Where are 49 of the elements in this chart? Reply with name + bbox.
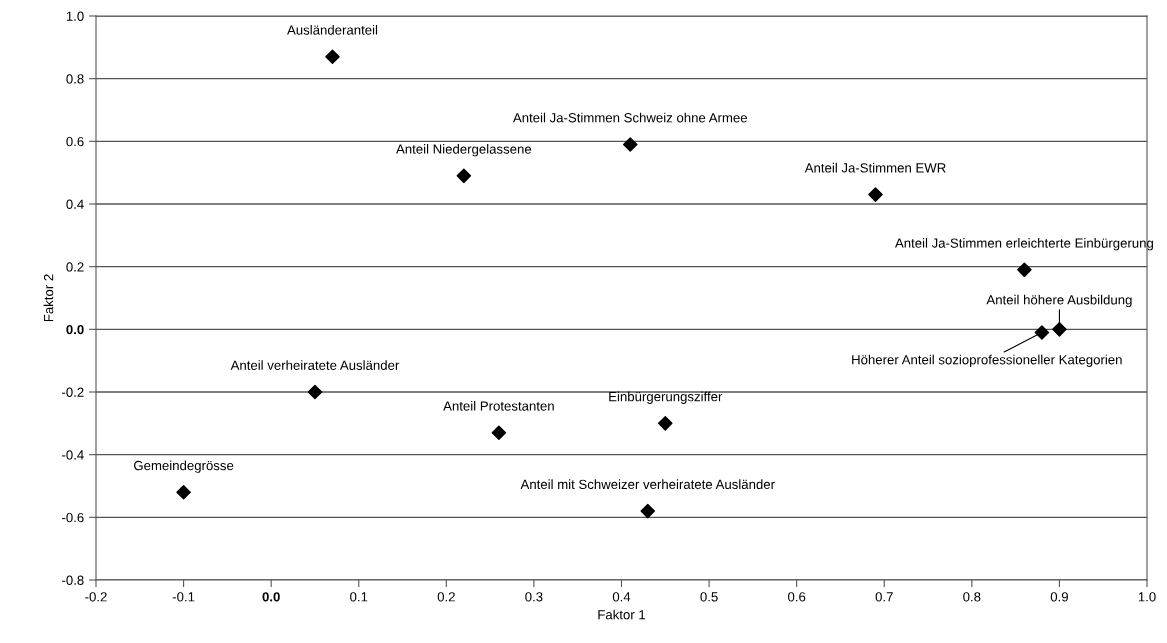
y-tick-label: -0.8: [62, 575, 84, 585]
y-tick-label: -0.4: [62, 450, 84, 460]
x-axis-title: Faktor 1: [598, 609, 646, 620]
x-tick-label: 0.6: [788, 592, 806, 602]
x-tick-label: 0.0: [262, 592, 280, 602]
y-tick-label: 0.6: [66, 136, 84, 147]
x-tick-label: 0.2: [437, 592, 455, 602]
annotation: Anteil Ja-Stimmen Schweiz ohne Armee: [512, 112, 748, 123]
y-tick-label: 1.0: [66, 11, 84, 21]
point: [1052, 322, 1067, 337]
point: [307, 384, 323, 400]
y-tick-label: 0.4: [66, 199, 84, 209]
x-tick-label: 0.5: [700, 592, 718, 602]
annotation: Anteil verheiratete Ausländer: [230, 360, 400, 370]
point: [658, 416, 673, 431]
point: [1017, 262, 1032, 278]
annotation: Anteil mit Schweizer verheiratete Ausländer: [520, 479, 775, 490]
y-tick-label: -0.2: [62, 387, 84, 397]
y-tick-label: -0.6: [62, 512, 84, 523]
annotation: Anteil Niedergelassene: [396, 144, 532, 157]
x-tick-label: 0.7: [875, 592, 893, 602]
point: [325, 49, 340, 65]
annotation: Anteil Ja-Stimmen erleichterte Einbürgerung: [894, 238, 1153, 251]
annotation: Höherer Anteil sozioprofessioneller Kategorien: [852, 354, 1122, 367]
y-tick-label: 0.8: [66, 74, 84, 84]
x-tick-label: 0.1: [350, 592, 368, 602]
annotation: Anteil Protestanten: [443, 400, 554, 411]
x-tick-label: 0.9: [1050, 592, 1068, 602]
point: [456, 168, 472, 184]
y-tick-label: 0.0: [66, 324, 84, 335]
point: [622, 137, 638, 152]
x-tick-label: 0.3: [525, 592, 543, 602]
annotation: Anteil Ja-Stimmen EWR: [804, 162, 946, 173]
annotation: Ausländeranteil: [287, 24, 378, 35]
point: [491, 425, 507, 441]
x-tick-label: 0.8: [963, 592, 981, 602]
annotation: Anteil höhere Ausbildung: [986, 294, 1132, 308]
point: [868, 187, 883, 202]
point: [1034, 325, 1050, 340]
x-tick-label: -0.2: [85, 592, 107, 602]
x-tick-label: 1.0: [1138, 592, 1156, 602]
point: [640, 503, 656, 519]
annotation: Einbürgerungsziffer: [609, 391, 723, 404]
y-axis-title: Faktor 2: [43, 274, 54, 322]
annotation: Gemeindegrösse: [134, 460, 234, 473]
x-tick-label: 0.4: [612, 592, 631, 602]
x-tick-label: -0.1: [172, 592, 195, 602]
y-tick-label: 0.2: [66, 262, 84, 272]
point: [176, 484, 191, 500]
